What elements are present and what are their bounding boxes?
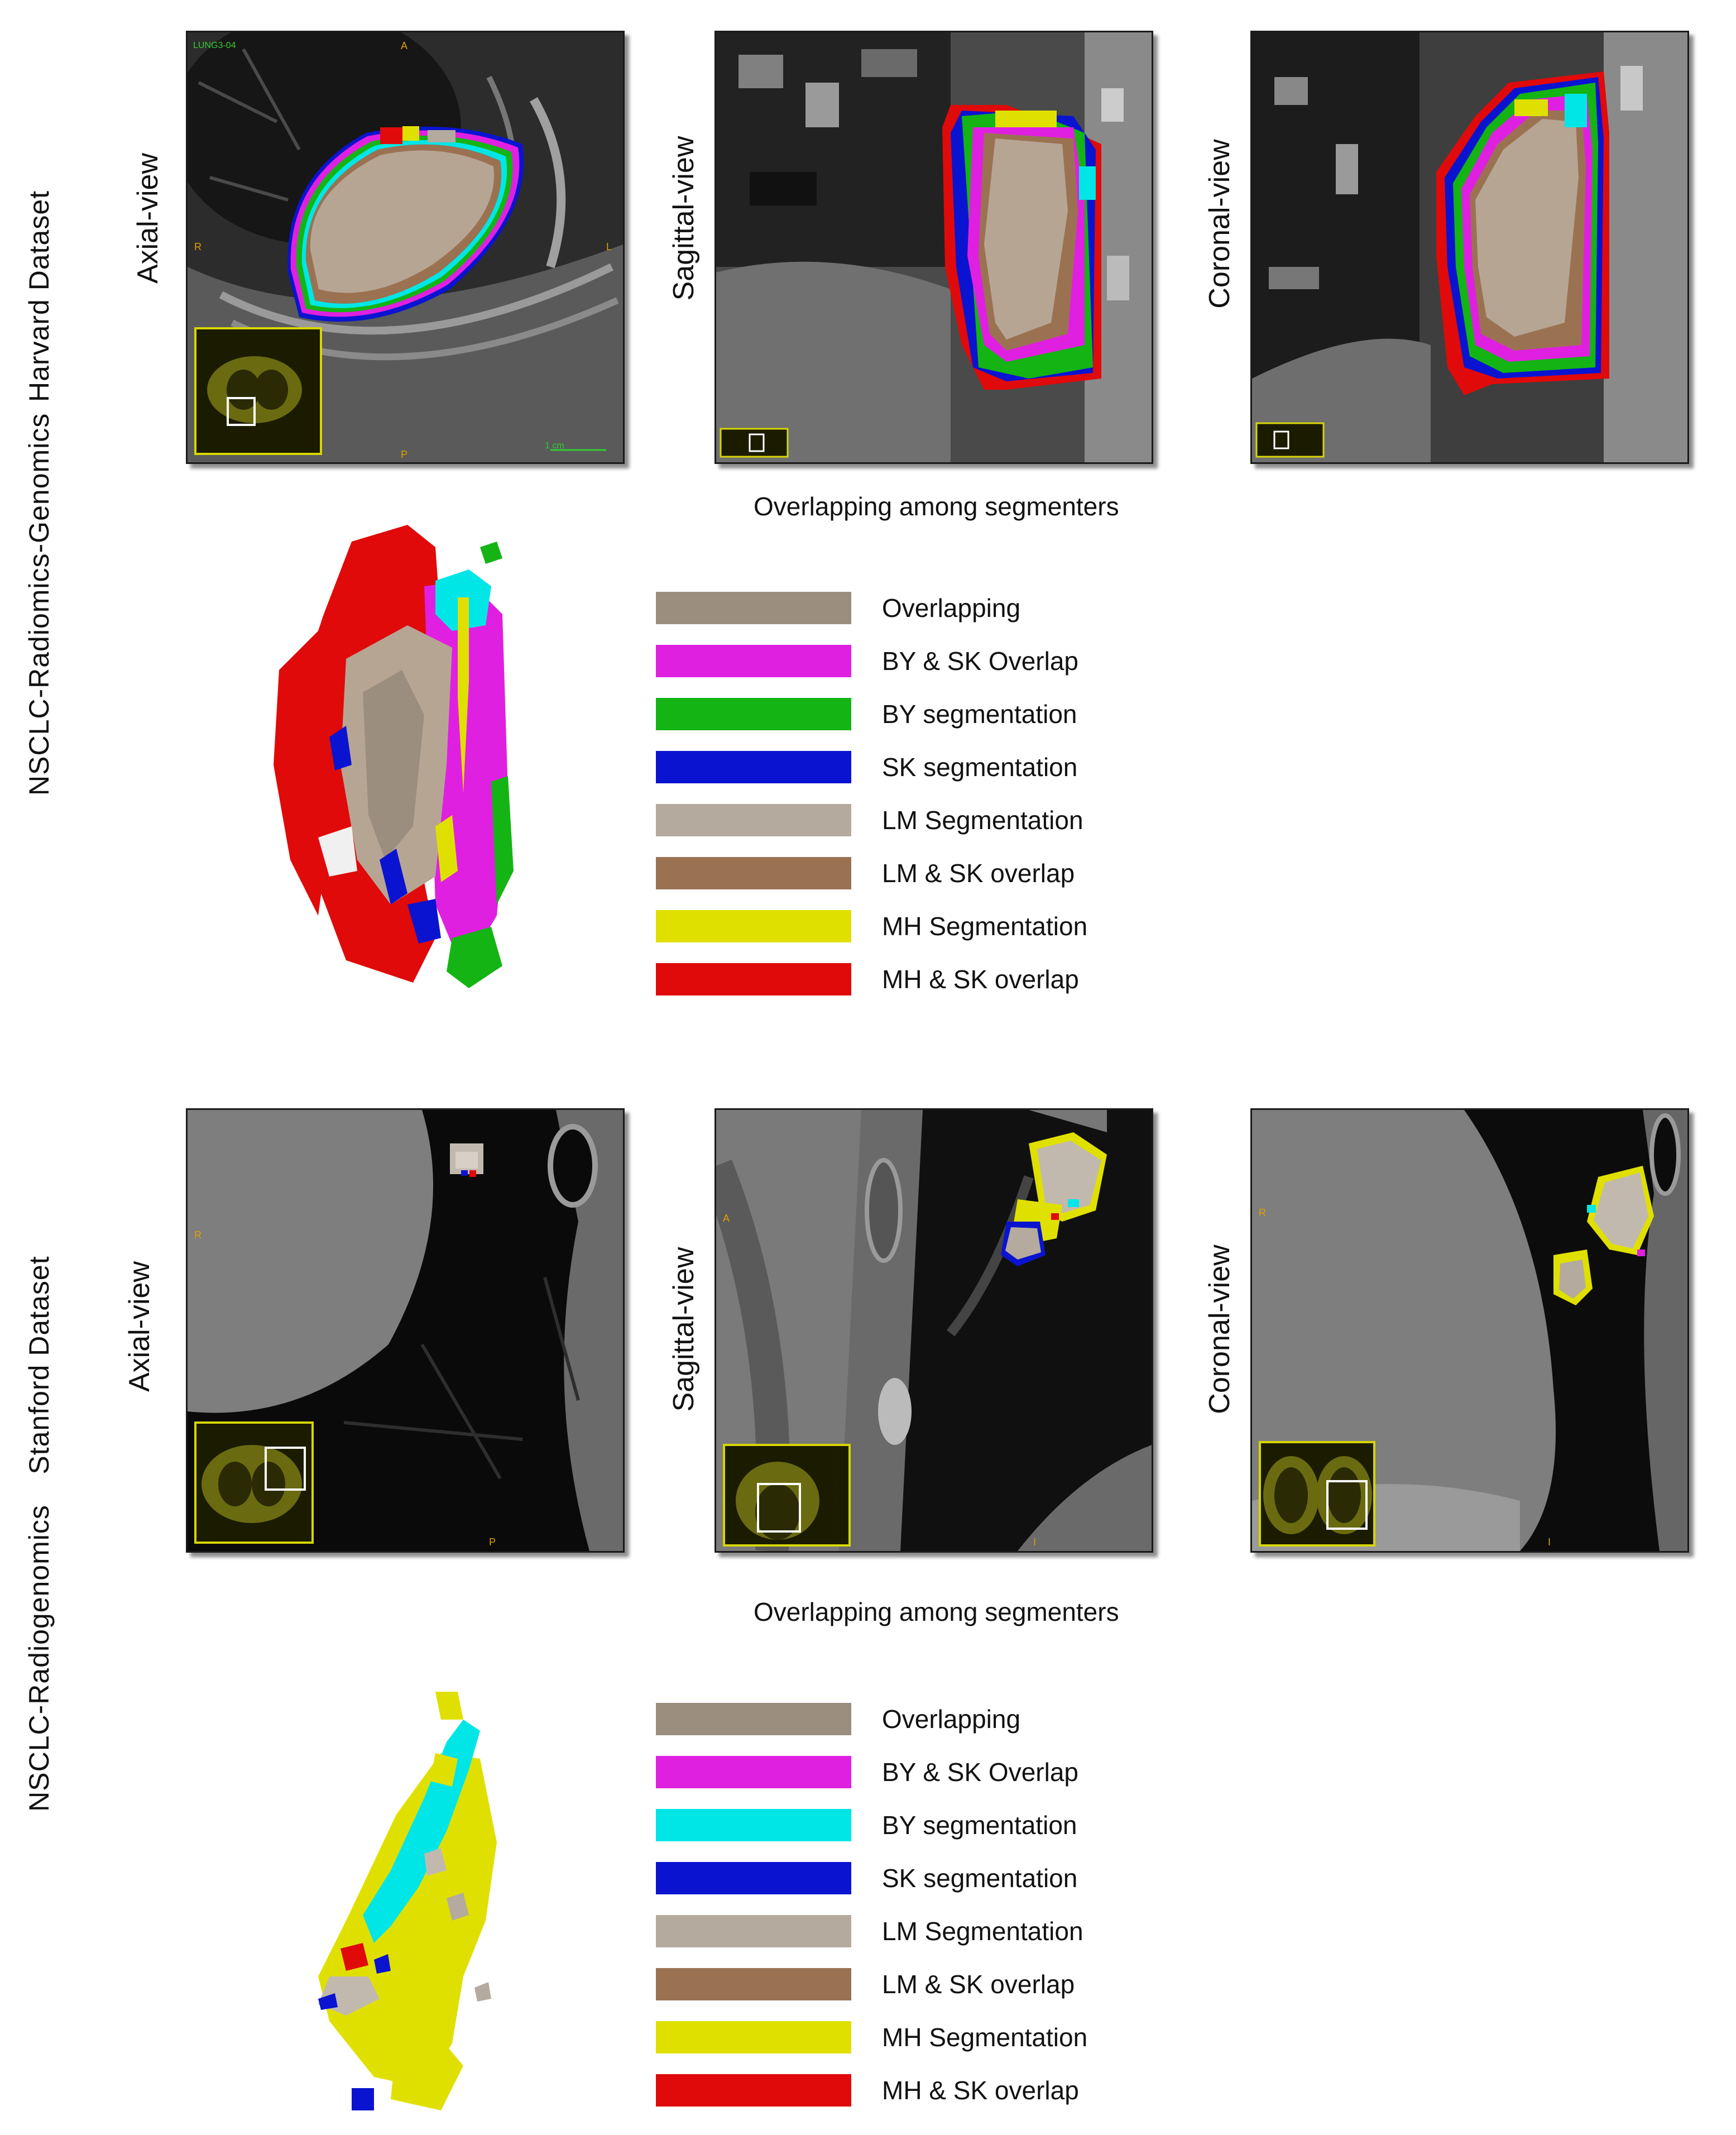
harvard-sagittal-scan: [714, 31, 1153, 464]
collection-title-harvard: NSCLC-Radiomics-Genomics: [23, 413, 55, 796]
legend-label-mh-segmentation: MH Segmentation: [882, 912, 1088, 941]
right-marker-stanford: R: [194, 1229, 202, 1241]
legend-swatch-lm-sk-overlap: [656, 857, 851, 889]
legend-label-by-sk-overlap: BY & SK Overlap: [882, 647, 1078, 676]
legend-swatch-sk-segmentation: [656, 1862, 851, 1894]
legend-swatch-by-sk-overlap: [656, 645, 851, 677]
sagittal-view-label: Sagittal-view: [668, 136, 700, 301]
legend-swatch-lm-segmentation: [656, 804, 851, 836]
axial-view-label: Axial-view: [132, 152, 164, 284]
left-marker: L: [606, 241, 612, 252]
legend-label-sk-segmentation: SK segmentation: [882, 753, 1078, 782]
legend-label-overlapping: Overlapping: [882, 593, 1021, 623]
harvard-3d-render: [268, 514, 536, 1033]
legend-swatch-mh-segmentation: [656, 2021, 851, 2053]
legend-swatch-overlapping: [656, 592, 851, 624]
legend-label-by-sk-overlap: BY & SK Overlap: [882, 1758, 1078, 1787]
stanford-3d-render: [296, 1686, 553, 2122]
legend-swatch-mh-sk-overlap: [656, 963, 851, 995]
legend-label-lm-sk-overlap: LM & SK overlap: [882, 1970, 1075, 1999]
inferior-marker-sagittal: I: [1033, 1536, 1036, 1548]
posterior-marker-stanford: P: [489, 1536, 496, 1548]
legend-label-by-segmentation: BY segmentation: [882, 1811, 1077, 1840]
legend-label-mh-segmentation: MH Segmentation: [882, 2023, 1088, 2052]
sagittal-view-label-stanford: Sagittal-view: [668, 1247, 700, 1412]
anterior-marker: A: [401, 40, 407, 51]
legend-label-lm-segmentation: LM Segmentation: [882, 1917, 1083, 1946]
stanford-coronal-scan: R I: [1250, 1108, 1689, 1553]
legend-label-overlapping: Overlapping: [882, 1705, 1021, 1734]
right-marker: R: [194, 241, 202, 252]
right-marker-coronal: R: [1259, 1207, 1266, 1218]
posterior-marker: P: [401, 449, 407, 460]
legend-label-by-segmentation: BY segmentation: [882, 700, 1077, 729]
legend-swatch-by-segmentation: [656, 1809, 851, 1841]
legend-label-lm-segmentation: LM Segmentation: [882, 806, 1083, 835]
legend-label-mh-sk-overlap: MH & SK overlap: [882, 2076, 1079, 2105]
dataset-title-stanford: Stanford Dataset: [23, 1256, 55, 1475]
coronal-view-label-stanford: Coronal-view: [1203, 1244, 1236, 1414]
legend-swatch-by-sk-overlap: [656, 1756, 851, 1788]
legend-swatch-sk-segmentation: [656, 751, 851, 783]
stanford-axial-scan: R P: [186, 1108, 625, 1553]
scale-bar-text: 1 cm: [545, 441, 564, 451]
anterior-marker-stanford: A: [723, 1213, 730, 1224]
axial-view-label-stanford: Axial-view: [123, 1261, 156, 1392]
legend-swatch-overlapping: [656, 1703, 851, 1735]
legend-swatch-lm-segmentation: [656, 1915, 851, 1947]
coronal-view-label: Coronal-view: [1203, 139, 1236, 309]
legend-swatch-lm-sk-overlap: [656, 1968, 851, 2000]
legend-title-harvard: Overlapping among segmenters: [754, 492, 1119, 521]
stanford-sagittal-scan: A I: [714, 1108, 1153, 1553]
harvard-coronal-scan: [1250, 31, 1689, 464]
legend-label-mh-sk-overlap: MH & SK overlap: [882, 965, 1079, 994]
legend-swatch-mh-sk-overlap: [656, 2074, 851, 2107]
collection-title-stanford: NSCLC-Radiogenomics: [23, 1505, 55, 1812]
dataset-title-harvard: Harvard Dataset: [23, 190, 55, 402]
legend-label-lm-sk-overlap: LM & SK overlap: [882, 859, 1075, 888]
legend-label-sk-segmentation: SK segmentation: [882, 1864, 1078, 1893]
inferior-marker-coronal: I: [1548, 1536, 1551, 1548]
legend-swatch-by-segmentation: [656, 698, 851, 730]
harvard-axial-scan: LUNG3-04 A P R L 1 cm: [186, 31, 625, 464]
patient-id-text: LUNG3-04: [193, 41, 236, 50]
legend-swatch-mh-segmentation: [656, 910, 851, 942]
legend-title-stanford: Overlapping among segmenters: [754, 1597, 1119, 1626]
